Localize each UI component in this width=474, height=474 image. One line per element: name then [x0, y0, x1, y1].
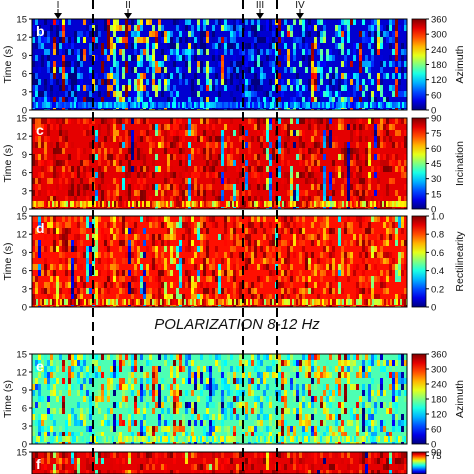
colorbar-tick-label: 0 [431, 205, 436, 216]
heatmap-panel-e: 0 3 6 9 12 15 Time (s) e 0 60 120 180 240 300 360 Azimu… [2, 350, 466, 451]
y-tick-label: 12 [16, 132, 27, 143]
y-tick-label: 9 [22, 51, 27, 62]
panel-letter: f [36, 456, 41, 472]
heatmap-cells [32, 452, 407, 474]
colorbar-tick-label: 45 [431, 159, 442, 170]
panel-frame [31, 215, 408, 308]
heatmap-cells [32, 354, 407, 444]
y-tick-label: 0 [22, 303, 27, 314]
marker-arrow-icon [54, 13, 62, 19]
colorbar-tick-label: 360 [431, 350, 447, 361]
colorbar [411, 18, 427, 111]
y-axis-label: Time (s) [2, 144, 14, 182]
y-tick-label: 3 [22, 186, 27, 197]
colorbar-tick-label: 180 [431, 395, 447, 406]
colorbar [411, 451, 427, 474]
y-tick-label: 15 [16, 350, 27, 361]
panel-letter: c [36, 122, 44, 138]
section-title-polarization: POLARIZATION 8-12 Hz [154, 316, 320, 333]
y-tick-label: 15 [16, 448, 27, 459]
heatmap-cells [32, 118, 407, 209]
heatmap-cells [32, 216, 407, 307]
y-axis-label: Time (s) [2, 380, 14, 418]
colorbar-tick-label: 120 [431, 75, 447, 86]
colorbar-tick-label: 90 [431, 448, 442, 459]
y-tick-label: 3 [22, 284, 27, 295]
colorbar-tick-label: 120 [431, 410, 447, 421]
y-tick-label: 6 [22, 266, 27, 277]
y-tick-label: 3 [22, 87, 27, 98]
y-tick-label: 6 [22, 168, 27, 179]
colorbar-tick-label: 60 [431, 425, 442, 436]
y-tick-label: 9 [22, 248, 27, 259]
y-tick-label: 6 [22, 404, 27, 415]
heatmap-panel-d: 0 3 6 9 12 15 Time (s) d 0 0.2 0.4 0.6 0.8 1.0 Rectili… [2, 212, 466, 314]
y-tick-label: 12 [16, 33, 27, 44]
colorbar-tick-label: 0 [431, 303, 436, 314]
marker-arrow-icon [124, 13, 132, 19]
colorbar-tick-label: 240 [431, 45, 447, 56]
y-axis-label: Time (s) [2, 242, 14, 280]
panel-letter: d [36, 220, 45, 236]
panel-frame [31, 451, 408, 474]
marker-label: II [125, 0, 131, 11]
y-axis-label: Time (s) [2, 45, 14, 83]
marker-label: IV [295, 0, 305, 11]
heatmap-panel-b: 0 3 6 9 12 15 Time (s) b 0 60 120 180 240 300 360 Azimu… [2, 15, 466, 117]
y-tick-label: 9 [22, 386, 27, 397]
colorbar-tick-label: 1.0 [431, 212, 444, 223]
y-tick-label: 15 [16, 114, 27, 125]
colorbar-tick-label: 75 [431, 451, 442, 462]
colorbar-tick-label: 60 [431, 90, 442, 101]
colorbar [411, 353, 427, 445]
colorbar-tick-label: 300 [431, 365, 447, 376]
panel-frame [31, 353, 408, 445]
marker-arrow-icon [296, 13, 304, 19]
colorbar-tick-label: 60 [431, 144, 442, 155]
y-tick-label: 6 [22, 69, 27, 80]
colorbar-label: Rectilinearity [454, 231, 466, 292]
y-tick-label: 9 [22, 150, 27, 161]
colorbar-tick-label: 30 [431, 174, 442, 185]
colorbar-tick-label: 240 [431, 380, 447, 391]
colorbar-tick-label: 180 [431, 60, 447, 71]
colorbar-tick-label: 15 [431, 189, 442, 200]
panel-frame [31, 117, 408, 210]
colorbar-tick-label: 0 [431, 440, 436, 451]
y-tick-label: 15 [16, 15, 27, 26]
heatmap-cells [32, 19, 407, 110]
colorbar-tick-label: 0 [431, 106, 436, 117]
colorbar-label: Incination [454, 141, 466, 186]
panel-frame [31, 18, 408, 111]
y-tick-label: 0 [22, 440, 27, 451]
marker-arrow-icon [256, 13, 264, 19]
y-tick-label: 0 [22, 106, 27, 117]
colorbar-label: Azimuth [454, 380, 466, 418]
colorbar-tick-label: 0.6 [431, 248, 444, 259]
y-tick-label: 0 [22, 205, 27, 216]
marker-label: III [256, 0, 264, 11]
colorbar [411, 215, 427, 308]
marker-label: I [57, 0, 60, 11]
colorbar-tick-label: 0.2 [431, 284, 444, 295]
colorbar-tick-label: 75 [431, 129, 442, 140]
y-tick-label: 15 [16, 212, 27, 223]
colorbar-tick-label: 0.4 [431, 266, 444, 277]
heatmap-panel-c: 0 3 6 9 12 15 Time (s) c 0 15 30 45 60 75 90 Incination [2, 114, 466, 216]
y-tick-label: 3 [22, 422, 27, 433]
colorbar-tick-label: 360 [431, 15, 447, 26]
colorbar-tick-label: 300 [431, 30, 447, 41]
panel-letter: b [36, 23, 45, 39]
colorbar-label: Azimuth [454, 45, 466, 83]
colorbar-tick-label: 90 [431, 114, 442, 125]
y-tick-label: 12 [16, 230, 27, 241]
panel-letter: e [36, 358, 44, 374]
colorbar [411, 117, 427, 210]
y-tick-label: 12 [16, 368, 27, 379]
colorbar-tick-label: 0.8 [431, 230, 444, 241]
